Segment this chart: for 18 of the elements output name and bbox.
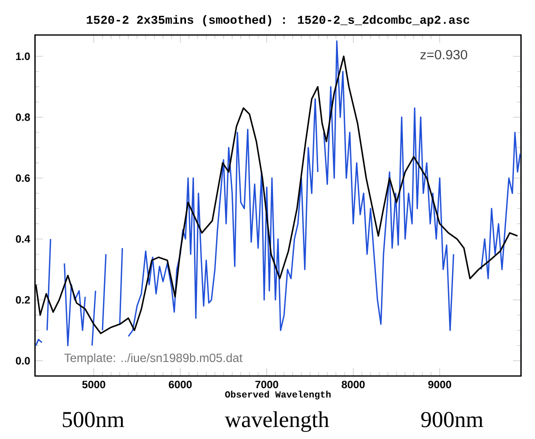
annotation: z=0.930 bbox=[420, 50, 468, 60]
chart-title: 1520-2 2x35mins (smoothed) : 1520-2_s_2dcombc_ap2.asc bbox=[86, 15, 470, 26]
y-tick-label: 0.8 bbox=[16, 113, 30, 121]
annotation: Template: ../iue/sn1989b.m05.dat bbox=[64, 353, 242, 364]
y-tick-label: 0.4 bbox=[16, 235, 30, 243]
y-tick-label: 0.2 bbox=[16, 296, 30, 304]
x-tick-label: 6000 bbox=[168, 380, 192, 388]
text: 500nm bbox=[62, 412, 124, 428]
text: wavelength bbox=[224, 411, 329, 432]
y-tick-label: 1.0 bbox=[16, 52, 30, 60]
x-axis-title: Observed Wavelength bbox=[225, 390, 331, 400]
text: 900nm bbox=[421, 412, 484, 428]
x-tick-label: 8000 bbox=[342, 380, 365, 388]
y-tick-label: 0.0 bbox=[16, 357, 30, 365]
x-tick-label: 5000 bbox=[82, 380, 106, 388]
x-tick-label: 9000 bbox=[428, 380, 452, 388]
y-tick-label: 0.6 bbox=[16, 174, 30, 182]
x-tick-label: 7000 bbox=[255, 380, 278, 388]
